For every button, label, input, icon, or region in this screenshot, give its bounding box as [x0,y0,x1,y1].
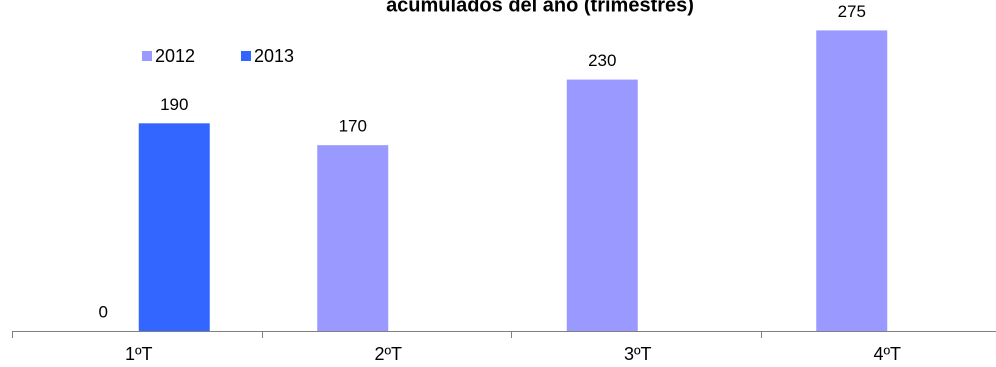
x-tick-label: 2ºT [374,344,402,364]
bar-2012-4 [816,30,888,332]
data-label: 170 [339,117,367,136]
data-label: 190 [160,95,188,114]
data-labels: 0 190 170 230 275 [99,2,866,322]
data-label: 275 [838,2,866,21]
x-tick-label: 1ºT [125,344,153,364]
legend-label-2012: 2012 [155,46,195,66]
x-tick-label: 4ºT [873,344,901,364]
legend: 2012 2013 [142,46,294,66]
legend-label-2013: 2013 [254,46,294,66]
x-axis: 1ºT 2ºT 3ºT 4ºT [12,331,996,364]
data-label: 0 [99,302,108,321]
bar-2013-1 [138,123,210,331]
legend-swatch-2013 [241,51,251,61]
chart-title: acumulados del año (trimestres) [386,0,694,16]
bar-2012-3 [566,79,638,331]
legend-swatch-2012 [142,51,152,61]
data-label: 230 [588,51,616,70]
bars [138,30,888,332]
bar-2012-2 [317,145,389,331]
x-tick-label: 3ºT [624,344,652,364]
